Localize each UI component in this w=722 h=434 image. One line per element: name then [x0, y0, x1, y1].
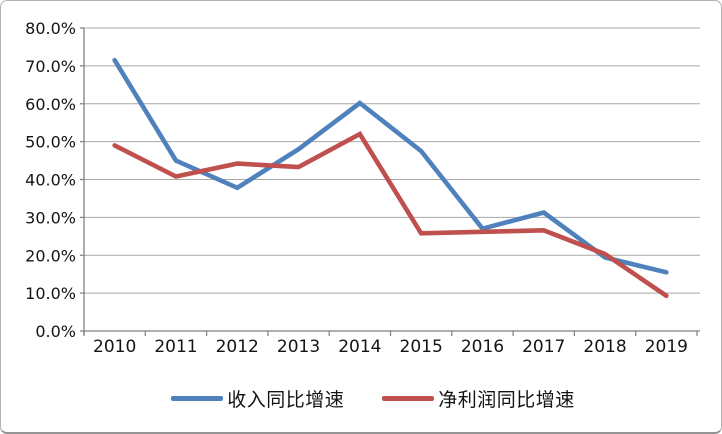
legend-item-revenue: 收入同比增速: [171, 385, 344, 412]
line-chart: 80.0% 70.0% 60.0% 50.0% 40.0% 30.0% 20.0% 10.0%…: [25, 19, 700, 357]
y-tick-label: 80.0%: [25, 19, 76, 38]
y-tick-label: 30.0%: [25, 208, 76, 227]
legend-label-net-profit: 净利润同比增速: [438, 389, 575, 411]
x-tick-label: 2015: [400, 337, 443, 357]
y-tick-label: 20.0%: [25, 246, 76, 265]
x-tick-label: 2016: [461, 337, 504, 357]
y-tick-label: 60.0%: [25, 95, 76, 114]
net-profit-growth-line: [112, 130, 669, 299]
x-tick-label: 2017: [522, 337, 565, 357]
y-tick-label: 70.0%: [25, 57, 76, 76]
chart-legend: 收入同比增速 净利润同比增速: [25, 385, 721, 412]
revenue-growth-line: [112, 57, 669, 275]
legend-label-revenue: 收入同比增速: [227, 389, 345, 411]
legend-item-net-profit: 净利润同比增速: [382, 385, 575, 412]
x-tick-label: 2019: [645, 337, 688, 357]
y-tick-label: 10.0%: [25, 284, 76, 303]
x-tick-label: 2013: [277, 337, 320, 357]
y-tick-label: 50.0%: [25, 133, 76, 152]
x-tick-label: 2011: [154, 337, 197, 357]
y-tick-label: 40.0%: [25, 171, 76, 190]
x-tick-label: 2014: [338, 337, 381, 357]
x-tick-label: 2018: [583, 337, 626, 357]
revenue-line-sample-icon: [171, 396, 224, 401]
y-tick-label: 0.0%: [35, 322, 76, 341]
x-tick-label: 2012: [216, 337, 259, 357]
x-tick-label: 2010: [93, 337, 136, 357]
net-profit-line-sample-icon: [382, 396, 435, 401]
